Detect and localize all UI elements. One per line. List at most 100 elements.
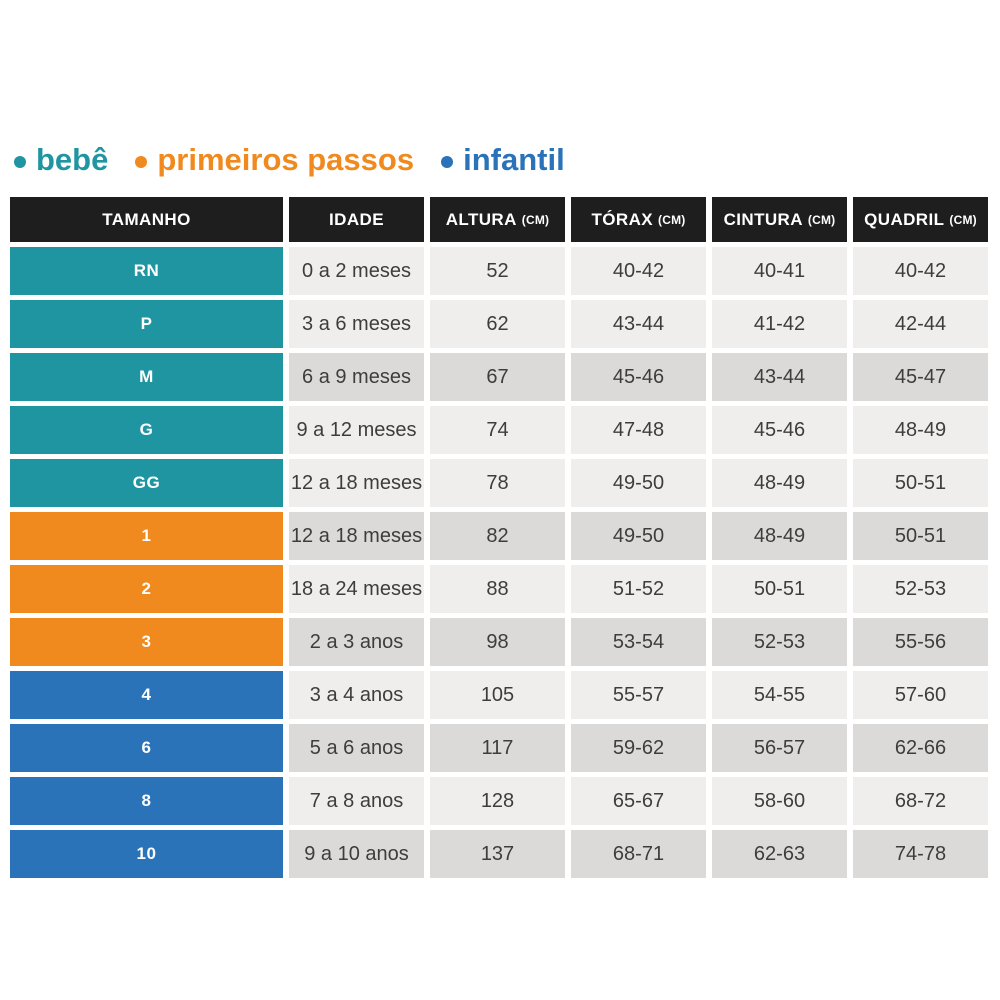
age-cell: 3 a 4 anos [289, 671, 424, 719]
legend-item-infantil: infantil [441, 144, 565, 175]
age-cell: 12 a 18 meses [289, 512, 424, 560]
hip-cell: 48-49 [853, 406, 988, 454]
waist-cell: 54-55 [712, 671, 847, 719]
height-cell: 137 [430, 830, 565, 878]
column-unit: (CM) [807, 212, 836, 227]
chest-cell: 43-44 [571, 300, 706, 348]
hip-cell: 57-60 [853, 671, 988, 719]
size-cell: 3 [10, 618, 283, 666]
height-cell: 105 [430, 671, 565, 719]
hip-cell: 45-47 [853, 353, 988, 401]
bullet-icon [135, 155, 148, 168]
waist-cell: 48-49 [712, 459, 847, 507]
size-cell: M [10, 353, 283, 401]
table-row: 4 3 a 4 anos 105 55-57 54-55 57-60 [10, 671, 988, 719]
height-cell: 82 [430, 512, 565, 560]
column-unit: (CM) [949, 212, 977, 227]
size-cell: RN [10, 247, 283, 295]
column-header-altura: ALTURA (CM) [430, 197, 565, 242]
hip-cell: 52-53 [853, 565, 988, 613]
waist-cell: 45-46 [712, 406, 847, 454]
waist-cell: 43-44 [712, 353, 847, 401]
chest-cell: 49-50 [571, 459, 706, 507]
chest-cell: 47-48 [571, 406, 706, 454]
table-row: 1 12 a 18 meses 82 49-50 48-49 50-51 [10, 512, 988, 560]
chest-cell: 53-54 [571, 618, 706, 666]
table-row: M 6 a 9 meses 67 45-46 43-44 45-47 [10, 353, 988, 401]
age-cell: 9 a 12 meses [289, 406, 424, 454]
legend-label-infantil: infantil [463, 142, 565, 177]
column-title: ALTURA [445, 209, 517, 229]
table-row: P 3 a 6 meses 62 43-44 41-42 42-44 [10, 300, 988, 348]
legend: bebê primeiros passos infantil [14, 144, 565, 175]
height-cell: 117 [430, 724, 565, 772]
age-cell: 0 a 2 meses [289, 247, 424, 295]
table-row: 6 5 a 6 anos 117 59-62 56-57 62-66 [10, 724, 988, 772]
chest-cell: 40-42 [571, 247, 706, 295]
size-table: TAMANHO IDADE ALTURA (CM) TÓRAX (CM) CIN… [10, 197, 988, 883]
column-title: CINTURA [723, 209, 803, 229]
column-title: QUADRIL [864, 209, 945, 229]
size-cell: 10 [10, 830, 283, 878]
table-row: RN 0 a 2 meses 52 40-42 40-41 40-42 [10, 247, 988, 295]
size-cell: 1 [10, 512, 283, 560]
height-cell: 98 [430, 618, 565, 666]
size-cell: 4 [10, 671, 283, 719]
bullet-icon [14, 155, 26, 168]
chest-cell: 65-67 [571, 777, 706, 825]
hip-cell: 74-78 [853, 830, 988, 878]
column-title: TÓRAX [591, 209, 654, 229]
age-cell: 2 a 3 anos [289, 618, 424, 666]
hip-cell: 55-56 [853, 618, 988, 666]
size-cell: 8 [10, 777, 283, 825]
column-title: IDADE [329, 209, 384, 229]
legend-item-bebe: bebê [14, 144, 108, 175]
height-cell: 74 [430, 406, 565, 454]
waist-cell: 40-41 [712, 247, 847, 295]
height-cell: 78 [430, 459, 565, 507]
height-cell: 62 [430, 300, 565, 348]
legend-label-bebe: bebê [36, 142, 109, 177]
waist-cell: 62-63 [712, 830, 847, 878]
column-title: TAMANHO [102, 209, 191, 229]
height-cell: 52 [430, 247, 565, 295]
size-cell: GG [10, 459, 283, 507]
age-cell: 6 a 9 meses [289, 353, 424, 401]
waist-cell: 48-49 [712, 512, 847, 560]
chest-cell: 59-62 [571, 724, 706, 772]
hip-cell: 50-51 [853, 459, 988, 507]
chest-cell: 68-71 [571, 830, 706, 878]
hip-cell: 50-51 [853, 512, 988, 560]
table-row: GG 12 a 18 meses 78 49-50 48-49 50-51 [10, 459, 988, 507]
hip-cell: 68-72 [853, 777, 988, 825]
table-header-row: TAMANHO IDADE ALTURA (CM) TÓRAX (CM) CIN… [10, 197, 988, 242]
legend-label-primeiros-passos: primeiros passos [157, 142, 415, 177]
age-cell: 9 a 10 anos [289, 830, 424, 878]
column-header-cintura: CINTURA (CM) [712, 197, 847, 242]
size-cell: 2 [10, 565, 283, 613]
age-cell: 18 a 24 meses [289, 565, 424, 613]
legend-item-primeiros-passos: primeiros passos [135, 144, 414, 175]
height-cell: 67 [430, 353, 565, 401]
size-cell: 6 [10, 724, 283, 772]
column-unit: (CM) [521, 212, 550, 227]
height-cell: 128 [430, 777, 565, 825]
age-cell: 3 a 6 meses [289, 300, 424, 348]
waist-cell: 58-60 [712, 777, 847, 825]
table-row: 3 2 a 3 anos 98 53-54 52-53 55-56 [10, 618, 988, 666]
height-cell: 88 [430, 565, 565, 613]
hip-cell: 62-66 [853, 724, 988, 772]
hip-cell: 40-42 [853, 247, 988, 295]
bullet-icon [441, 155, 454, 168]
waist-cell: 41-42 [712, 300, 847, 348]
size-cell: P [10, 300, 283, 348]
column-unit: (CM) [658, 212, 686, 227]
age-cell: 12 a 18 meses [289, 459, 424, 507]
size-cell: G [10, 406, 283, 454]
column-header-idade: IDADE [289, 197, 424, 242]
table-row: G 9 a 12 meses 74 47-48 45-46 48-49 [10, 406, 988, 454]
age-cell: 5 a 6 anos [289, 724, 424, 772]
waist-cell: 56-57 [712, 724, 847, 772]
hip-cell: 42-44 [853, 300, 988, 348]
